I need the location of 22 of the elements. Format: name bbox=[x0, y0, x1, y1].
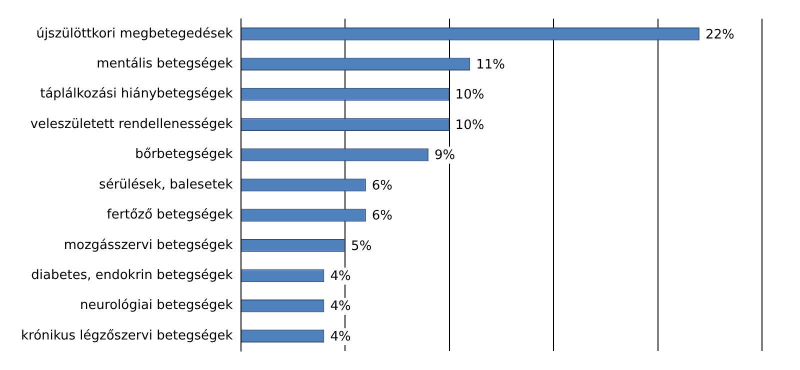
data-label: 10% bbox=[455, 88, 484, 103]
y-tick-label: krónikus légzőszervi betegségek bbox=[21, 328, 234, 344]
y-tick-label: diabetes, endokrin betegségek bbox=[31, 268, 234, 284]
y-tick-label: sérülések, balesetek bbox=[99, 177, 234, 192]
data-label: 4% bbox=[330, 269, 351, 284]
y-tick-label: mozgásszervi betegségek bbox=[64, 238, 234, 253]
data-label: 5% bbox=[351, 238, 372, 254]
data-label: 9% bbox=[434, 148, 456, 164]
data-label: 22% bbox=[705, 27, 734, 42]
y-tick-label: neurológiai betegségek bbox=[80, 298, 234, 314]
y-tick-label: táplálkozási hiánybetegségek bbox=[40, 86, 234, 102]
y-tick-label: újszülöttkori megbetegedések bbox=[36, 26, 234, 42]
data-label: 10% bbox=[455, 118, 484, 133]
data-label: 4% bbox=[330, 299, 351, 314]
y-tick-label: mentális betegségek bbox=[96, 56, 234, 72]
data-label: 11% bbox=[476, 58, 506, 72]
data-label: 4% bbox=[330, 329, 351, 344]
data-label: 6% bbox=[372, 178, 393, 194]
y-tick-label: bőrbetegségek bbox=[135, 147, 234, 162]
y-tick-label: fertőző betegségek bbox=[106, 208, 234, 223]
data-label: 6% bbox=[372, 208, 393, 224]
y-tick-label: veleszületett rendellenességek bbox=[30, 116, 234, 132]
